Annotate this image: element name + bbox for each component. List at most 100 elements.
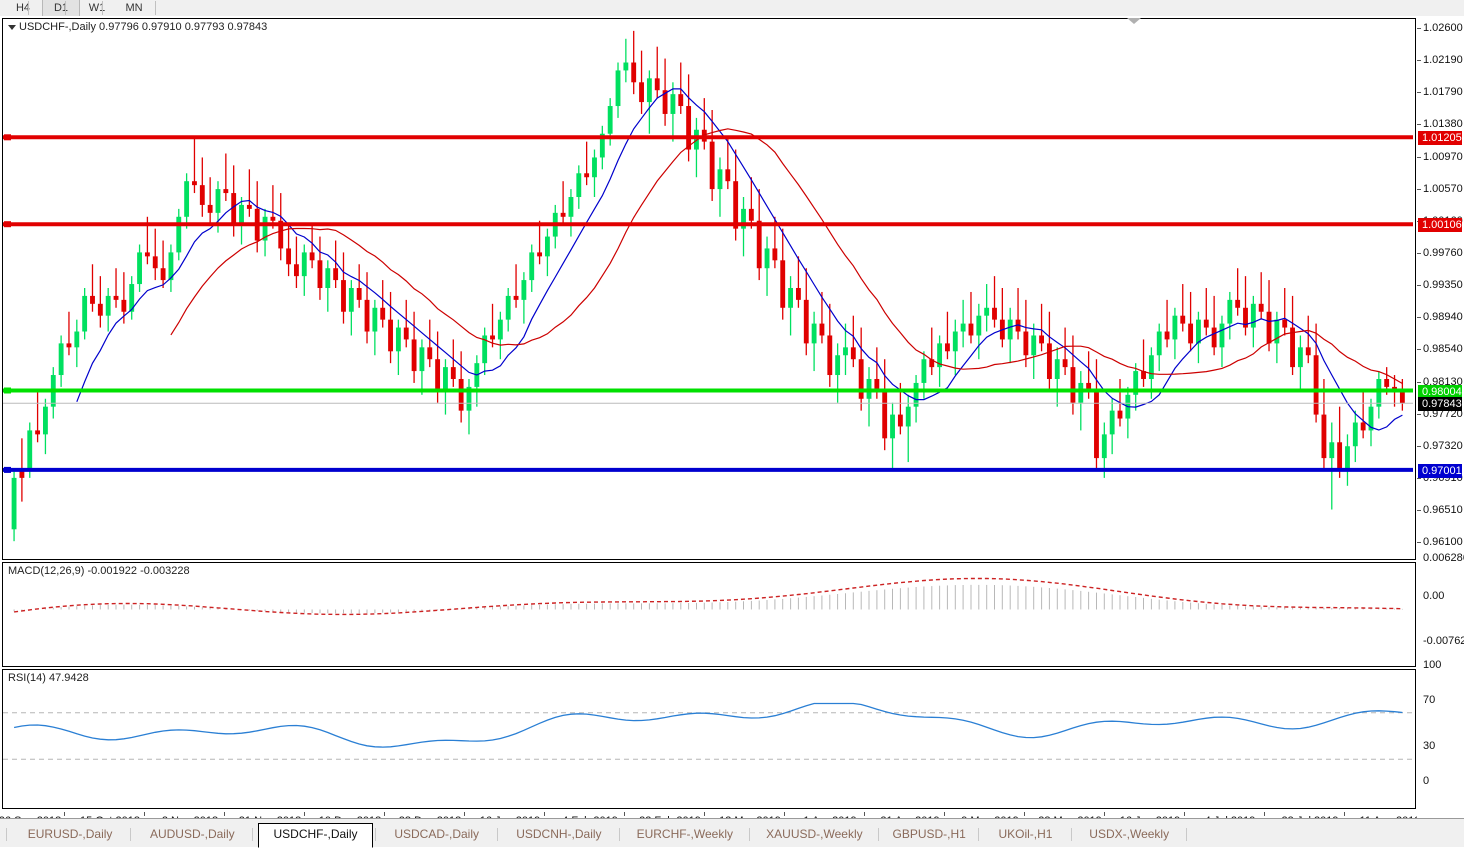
price-tick-7: 0.99760	[1423, 246, 1463, 259]
toolbar-separator	[102, 1, 103, 15]
toolbar-separator	[155, 1, 156, 15]
level-handle	[4, 466, 11, 473]
collapse-arrow-icon[interactable]	[8, 24, 16, 30]
price-tick-8: 0.99350	[1423, 279, 1463, 292]
price-scale[interactable]: 1.02600 1.02190 1.01790 1.01380 1.00970 1.005…	[1417, 18, 1464, 818]
chart-tab-eurchf--weekly[interactable]: EURCHF-,Weekly	[636, 827, 734, 841]
time-tick-mark	[224, 812, 225, 816]
chart-tab-ukoil--h1[interactable]: UKOil-,H1	[998, 827, 1053, 841]
timeframe-button-h4[interactable]: H4	[15, 2, 31, 14]
scale-tick-mark	[1417, 317, 1421, 319]
price-tick-1: 1.02190	[1423, 54, 1463, 67]
timeframe-button-mn[interactable]: MN	[125, 2, 143, 14]
macd-pane-label: MACD(12,26,9) -0.001922 -0.003228	[8, 565, 190, 577]
scale-tick-mark	[1417, 509, 1421, 511]
time-tick-mark	[944, 812, 945, 816]
timeframe-button-w1[interactable]: W1	[88, 2, 106, 14]
price-tick-4: 1.00970	[1423, 150, 1463, 163]
rsi-tick-2: 30	[1423, 740, 1436, 753]
tab-separator	[1185, 828, 1187, 841]
macd-tick-1: 0.00	[1423, 590, 1445, 603]
time-tick-mark	[704, 812, 705, 816]
time-tick-mark	[144, 812, 145, 816]
scale-tick-mark	[1417, 252, 1421, 254]
rsi-tick-3: 0	[1423, 775, 1430, 787]
chart-tab-usdchf--daily[interactable]: USDCHF-,Daily	[258, 823, 373, 848]
tab-separator	[252, 828, 254, 841]
price-tick-0: 1.02600	[1423, 21, 1463, 34]
scale-tick-mark	[1417, 414, 1421, 415]
level-handle	[4, 387, 11, 394]
chart-tab-usdx--weekly[interactable]: USDX-,Weekly	[1089, 827, 1170, 841]
level-handle	[4, 134, 11, 141]
macd-tick-0: 0.006286	[1423, 552, 1464, 564]
tab-separator	[130, 828, 132, 841]
price-pane-label: USDCHF-,Daily 0.97796 0.97910 0.97793 0.…	[8, 21, 267, 33]
time-tick-mark	[864, 812, 865, 816]
rsi-pane[interactable]: RSI(14) 47.9428	[2, 669, 1416, 809]
macd-pane[interactable]: MACD(12,26,9) -0.001922 -0.003228	[2, 562, 1416, 667]
price-label-green[interactable]: 0.98004	[1418, 384, 1462, 399]
price-tick-2: 1.01790	[1423, 85, 1463, 98]
scale-tick-mark	[1417, 381, 1421, 383]
timeframe-button-d1[interactable]: D1	[42, 0, 80, 16]
tab-separator	[878, 828, 880, 841]
time-tick-mark	[1184, 812, 1185, 816]
chart-tab-xauusd--weekly[interactable]: XAUUSD-,Weekly	[766, 827, 863, 841]
rsi-tick-1: 70	[1423, 693, 1436, 706]
price-pane[interactable]: USDCHF-,Daily 0.97796 0.97910 0.97793 0.…	[2, 18, 1416, 560]
tab-separator	[748, 828, 750, 841]
toolbar-separator	[28, 1, 29, 15]
rsi-tick-0: 100	[1423, 659, 1442, 671]
time-tick-mark	[64, 812, 65, 816]
price-label-red[interactable]: 1.01205	[1418, 131, 1462, 146]
time-tick-mark	[1104, 812, 1105, 816]
time-tick-mark	[624, 812, 625, 816]
price-tick-9: 0.98940	[1423, 311, 1463, 324]
scale-tick-mark	[1417, 124, 1421, 126]
tab-separator	[496, 828, 498, 841]
chart-tab-bar: EURUSD-,Daily AUDUSD-,Daily USDCHF-,Daily U…	[0, 818, 1464, 848]
scale-tick-mark	[1417, 285, 1421, 287]
tab-separator	[374, 828, 376, 841]
macd-signal-line	[14, 577, 1403, 616]
moving-average-fast	[76, 88, 1403, 431]
level-handle	[4, 221, 11, 228]
scale-tick-mark	[1417, 478, 1421, 480]
scale-tick-mark	[1417, 27, 1421, 29]
chart-tab-gbpusd--h1[interactable]: GBPUSD-,H1	[892, 827, 966, 841]
chart-tab-eurusd--daily[interactable]: EURUSD-,Daily	[27, 827, 113, 841]
price-label-blue[interactable]: 0.97001	[1418, 463, 1462, 478]
rsi-plot	[3, 702, 1413, 760]
time-tick-mark	[1264, 812, 1265, 816]
price-label-red[interactable]: 1.00106	[1418, 218, 1462, 233]
price-tick-13: 0.97320	[1423, 439, 1463, 452]
time-tick-mark	[544, 812, 545, 816]
price-pane-label-text: USDCHF-,Daily 0.97796 0.97910 0.97793 0.…	[19, 21, 268, 33]
chart-position-marker-icon	[1127, 18, 1141, 24]
tab-separator	[1070, 828, 1072, 841]
scale-tick-mark	[1417, 349, 1421, 351]
toolbar-separator	[65, 1, 66, 15]
scale-tick-mark	[1417, 156, 1421, 158]
time-tick-mark	[384, 812, 385, 816]
time-tick-mark	[784, 812, 785, 816]
rsi-line	[13, 702, 1403, 748]
tab-separator	[619, 828, 620, 841]
time-tick-mark	[1024, 812, 1025, 816]
chart-tab-audusd--daily[interactable]: AUDUSD-,Daily	[149, 827, 235, 841]
timeframe-toolbar: H4 D1 W1 MN	[0, 0, 1464, 17]
chart-tab-usdcad--daily[interactable]: USDCAD-,Daily	[394, 827, 480, 841]
rsi-pane-label: RSI(14) 47.9428	[8, 672, 89, 684]
price-tick-3: 1.01380	[1423, 118, 1463, 131]
moving-average-slow	[170, 128, 1403, 385]
time-tick-mark	[1344, 812, 1345, 816]
scale-tick-mark	[1417, 445, 1421, 447]
macd-plot	[13, 577, 1403, 616]
price-label-black[interactable]: 0.97843	[1418, 397, 1462, 412]
chart-tab-usdcnh--daily[interactable]: USDCNH-,Daily	[516, 827, 602, 841]
macd-histogram	[13, 584, 1403, 614]
macd-tick-2: -0.00762	[1423, 635, 1464, 647]
time-tick-mark	[464, 812, 465, 816]
